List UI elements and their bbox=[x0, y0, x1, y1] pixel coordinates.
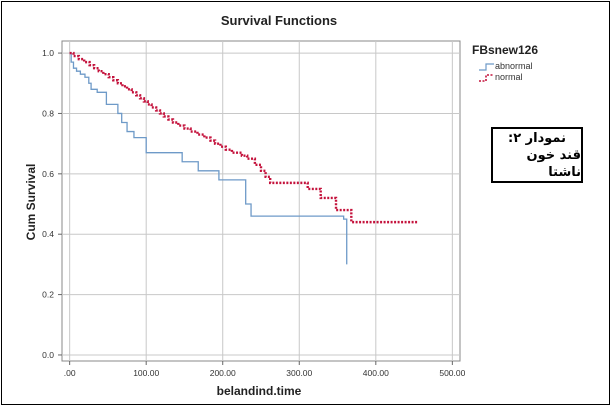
x-tick-label: 400.00 bbox=[363, 368, 389, 378]
grid-lines bbox=[62, 41, 460, 361]
x-tick-label: 100.00 bbox=[133, 368, 159, 378]
y-tick-label: 0.8 bbox=[42, 108, 54, 118]
x-tick-label: .00 bbox=[64, 368, 76, 378]
plot-background bbox=[61, 40, 461, 362]
series-line-abnormal bbox=[69, 52, 348, 265]
y-tick-label: 1.0 bbox=[42, 48, 54, 58]
legend-swatch-abnormal bbox=[479, 63, 494, 71]
y-tick-label: 0.2 bbox=[42, 290, 54, 300]
y-tick-label: 0.6 bbox=[42, 169, 54, 179]
y-axis-label: Cum Survival bbox=[24, 164, 38, 241]
legend-label-abnormal: abnormal bbox=[495, 61, 533, 71]
plot-area: .00 100.00 200.00 300.00 400.00 500.00 0.0 0.2… bbox=[42, 40, 466, 378]
y-tick-label: 0.0 bbox=[42, 350, 54, 360]
x-axis-ticks: .00 100.00 200.00 300.00 400.00 500.00 bbox=[64, 361, 466, 378]
annotation-line-2: قند خون ناشتا bbox=[526, 147, 581, 180]
legend-label-normal: normal bbox=[495, 72, 523, 82]
annotation-box: نمودار ۲: قند خون ناشتا bbox=[491, 127, 583, 183]
y-axis-ticks: 0.0 0.2 0.4 0.6 0.8 1.0 bbox=[42, 48, 62, 360]
chart-title: Survival Functions bbox=[221, 13, 337, 28]
y-tick-label: 0.4 bbox=[42, 229, 54, 239]
legend-title: FBsnew126 bbox=[472, 43, 538, 57]
legend-swatch-normal bbox=[479, 74, 494, 82]
x-tick-label: 300.00 bbox=[286, 368, 312, 378]
annotation-line-1: نمودار ۲: bbox=[507, 130, 567, 146]
x-tick-label: 500.00 bbox=[439, 368, 465, 378]
series-lines bbox=[69, 51, 418, 265]
x-tick-label: 200.00 bbox=[210, 368, 236, 378]
survival-chart: Survival Functions .00 100.00 200.00 300.00… bbox=[24, 13, 538, 398]
x-axis-label: belandind.time bbox=[217, 384, 302, 398]
series-line-normal bbox=[69, 51, 418, 224]
